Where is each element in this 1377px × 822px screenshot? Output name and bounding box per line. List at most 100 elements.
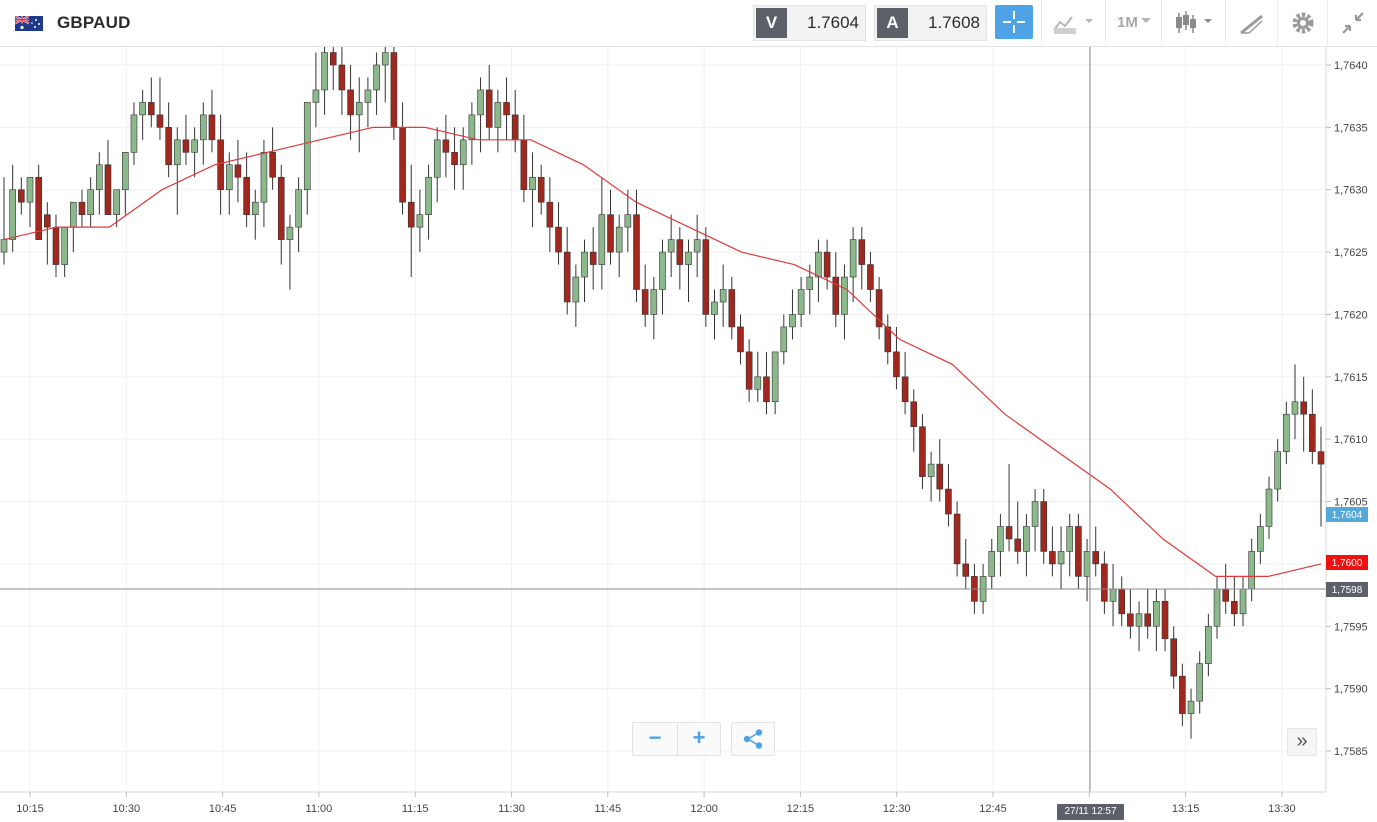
drawing-tools-button[interactable] bbox=[1225, 0, 1277, 46]
candle-down bbox=[1049, 551, 1056, 565]
candle-down bbox=[1179, 675, 1186, 714]
candle-down bbox=[953, 513, 961, 565]
candle-down bbox=[217, 139, 224, 191]
price-chart[interactable]: 1,7585 1,7590 1,7595 1,7600 1,7605 1,7610 1,76… bbox=[0, 47, 1377, 822]
candle-down bbox=[338, 64, 346, 91]
candle-up bbox=[771, 351, 779, 403]
candle-up bbox=[96, 164, 103, 191]
candle-up bbox=[1248, 551, 1255, 590]
candle-up bbox=[1205, 625, 1212, 664]
share-icon bbox=[743, 729, 763, 749]
candle-up bbox=[199, 114, 207, 141]
candle-down bbox=[347, 89, 354, 116]
collapse-icon bbox=[1342, 12, 1364, 34]
candle-down bbox=[234, 164, 242, 178]
candle-up bbox=[0, 239, 8, 253]
time-tick-label: 11:15 bbox=[402, 803, 429, 815]
candle-down bbox=[1101, 563, 1108, 602]
candle-down bbox=[607, 214, 614, 253]
collapse-button[interactable] bbox=[1327, 0, 1377, 46]
chart-type-dropdown[interactable] bbox=[1041, 0, 1105, 46]
candle-up bbox=[1283, 413, 1290, 452]
buy-price-box[interactable]: A 1.7608 bbox=[874, 5, 987, 41]
candle-up bbox=[477, 89, 484, 116]
price-tick-label: 1,7630 bbox=[1334, 185, 1368, 197]
scroll-to-latest-button[interactable]: » bbox=[1287, 728, 1317, 756]
zoom-out-button[interactable]: − bbox=[633, 723, 678, 755]
candle-up bbox=[789, 314, 796, 328]
price-tick-label: 1,7615 bbox=[1334, 372, 1368, 384]
candle-down bbox=[745, 351, 753, 390]
candle-up bbox=[494, 102, 502, 128]
candle-down bbox=[884, 326, 892, 353]
crosshair-price-badge: 1,7598 bbox=[1326, 582, 1368, 597]
candle-down bbox=[641, 289, 649, 315]
candle-down bbox=[1309, 413, 1316, 452]
candle-down bbox=[208, 114, 216, 141]
candle-down bbox=[277, 176, 285, 240]
candle-down bbox=[702, 239, 710, 315]
candle-up bbox=[529, 176, 536, 191]
sma-line bbox=[3, 126, 1322, 577]
candles bbox=[0, 47, 1325, 739]
candles-dropdown[interactable] bbox=[1161, 0, 1225, 46]
sell-price-box[interactable]: V 1.7604 bbox=[753, 5, 866, 41]
candle-down bbox=[1144, 613, 1152, 627]
price-tick-label: 1,7610 bbox=[1334, 434, 1368, 446]
crosshair-button[interactable] bbox=[995, 5, 1033, 39]
candle-up bbox=[1257, 526, 1264, 552]
candle-down bbox=[1300, 401, 1307, 415]
candle-up bbox=[70, 201, 77, 228]
candle-down bbox=[875, 289, 883, 328]
top-bar: GBPAUD V 1.7604 A 1.7608 1M bbox=[0, 0, 1377, 47]
candle-down bbox=[78, 201, 86, 215]
candle-down bbox=[858, 239, 866, 265]
candle-up bbox=[615, 226, 623, 253]
candle-up bbox=[61, 226, 68, 265]
chevron-down-icon bbox=[1141, 18, 1151, 23]
candle-down bbox=[520, 139, 528, 191]
candle-up bbox=[598, 214, 606, 265]
candle-up bbox=[988, 551, 996, 577]
candle-down bbox=[485, 89, 493, 128]
candle-down bbox=[390, 52, 398, 128]
candle-up bbox=[1291, 401, 1299, 415]
sma-price-badge: 1,7600 bbox=[1326, 555, 1368, 570]
crosshair-price-badge-text: 1,7598 bbox=[1332, 585, 1363, 596]
candle-up bbox=[286, 226, 294, 240]
candle-up bbox=[260, 152, 268, 203]
zoom-controls: − + bbox=[632, 722, 721, 756]
candle-down bbox=[18, 189, 25, 203]
candle-up bbox=[581, 251, 588, 278]
candle-down bbox=[633, 214, 640, 290]
time-tick-label: 12:00 bbox=[690, 803, 718, 815]
candle-down bbox=[546, 201, 554, 228]
candle-down bbox=[104, 164, 112, 215]
candle-down bbox=[823, 251, 831, 278]
candle-down bbox=[936, 463, 944, 490]
candle-up bbox=[9, 189, 16, 240]
time-tick-label: 13:30 bbox=[1268, 803, 1296, 815]
candle-down bbox=[52, 226, 60, 265]
candle-down bbox=[1118, 588, 1126, 615]
candlestick-icon bbox=[1176, 11, 1212, 33]
candle-down bbox=[910, 401, 918, 428]
candle-up bbox=[1023, 526, 1030, 552]
candle-down bbox=[555, 226, 562, 253]
time-tick-label: 13:15 bbox=[1172, 803, 1200, 815]
candle-down bbox=[1127, 613, 1134, 627]
settings-button[interactable] bbox=[1277, 0, 1327, 46]
zoom-in-button[interactable]: + bbox=[692, 725, 706, 750]
candle-down bbox=[563, 251, 571, 303]
timeframe-dropdown[interactable]: 1M bbox=[1105, 0, 1161, 46]
candle-down bbox=[1317, 451, 1325, 465]
candle-down bbox=[1005, 526, 1013, 540]
candle-up bbox=[719, 289, 727, 303]
time-tick-label: 10:30 bbox=[113, 803, 141, 815]
candle-up bbox=[295, 189, 302, 228]
candle-up bbox=[373, 64, 380, 91]
candle-down bbox=[1040, 501, 1048, 552]
share-button[interactable] bbox=[731, 722, 775, 756]
bid-price-badge-text: 1,7604 bbox=[1332, 510, 1363, 521]
sell-label: V bbox=[756, 8, 787, 38]
